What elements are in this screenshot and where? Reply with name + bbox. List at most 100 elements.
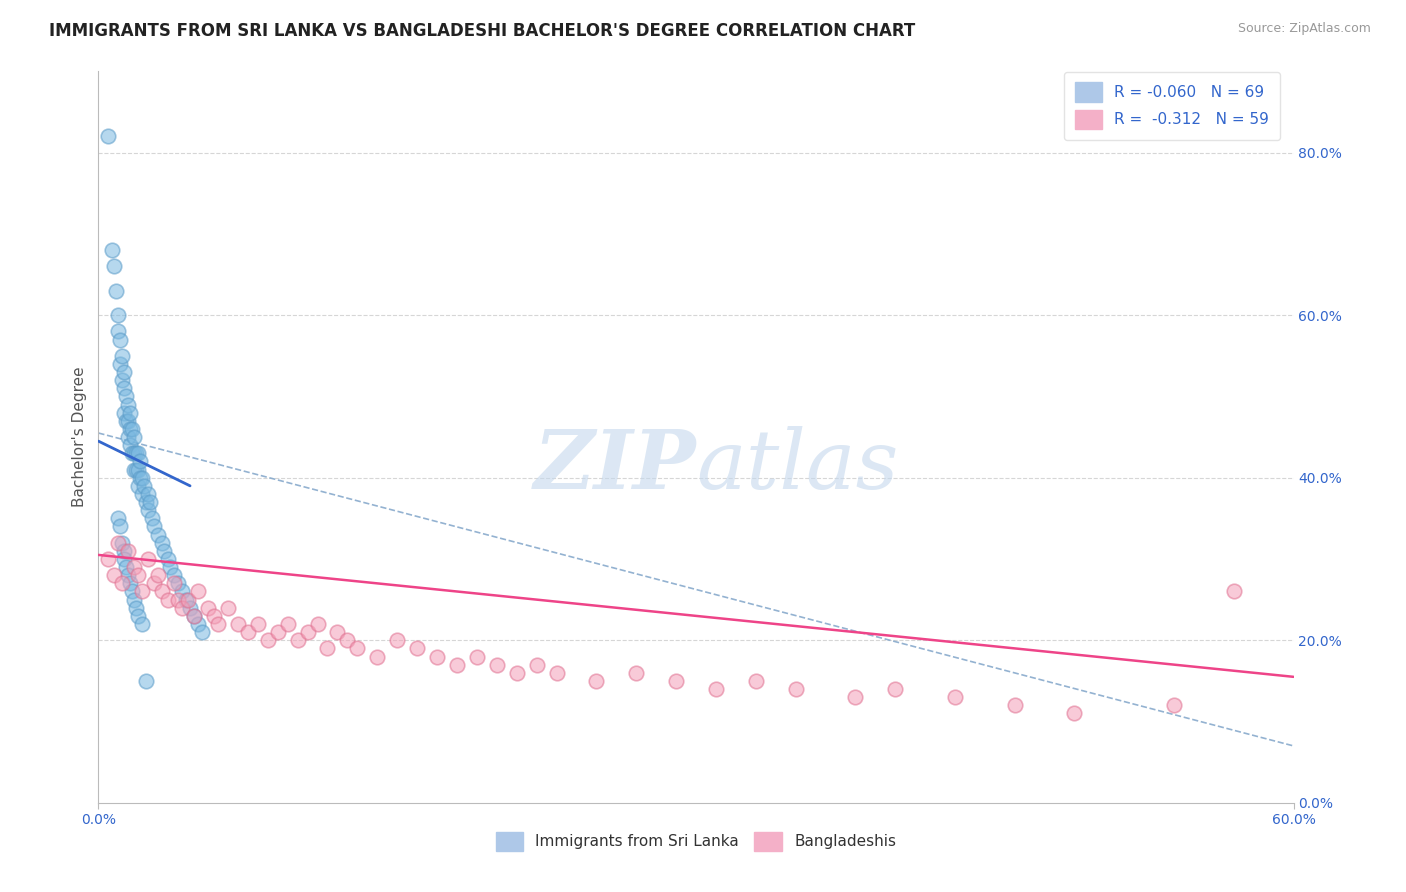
Point	[174, 592, 197, 607]
Point	[665, 673, 688, 688]
Point	[159, 560, 181, 574]
Point	[704, 681, 727, 696]
Point	[125, 462, 148, 476]
Point	[129, 454, 152, 468]
Point	[120, 422, 142, 436]
Point	[125, 446, 148, 460]
Point	[426, 649, 449, 664]
Point	[385, 633, 409, 648]
Point	[157, 552, 180, 566]
Point	[111, 535, 134, 549]
Text: Source: ZipAtlas.com: Source: ZipAtlas.com	[1237, 22, 1371, 36]
Point	[110, 333, 132, 347]
Point	[745, 673, 768, 688]
Point	[121, 422, 143, 436]
Point	[135, 495, 157, 509]
Point	[97, 552, 120, 566]
Point	[506, 665, 529, 680]
Point	[112, 381, 135, 395]
Point	[297, 625, 319, 640]
Point	[124, 430, 146, 444]
Point	[177, 592, 200, 607]
Point	[1063, 706, 1085, 721]
Point	[626, 665, 648, 680]
Point	[124, 446, 146, 460]
Point	[115, 414, 138, 428]
Point	[585, 673, 607, 688]
Point	[485, 657, 508, 672]
Text: IMMIGRANTS FROM SRI LANKA VS BANGLADESHI BACHELOR'S DEGREE CORRELATION CHART: IMMIGRANTS FROM SRI LANKA VS BANGLADESHI…	[49, 22, 915, 40]
Point	[107, 325, 129, 339]
Point	[117, 414, 139, 428]
Point	[107, 511, 129, 525]
Point	[127, 462, 149, 476]
Point	[163, 568, 186, 582]
Point	[127, 479, 149, 493]
Point	[157, 592, 180, 607]
Point	[124, 592, 146, 607]
Point	[124, 462, 146, 476]
Point	[197, 600, 219, 615]
Point	[112, 365, 135, 379]
Point	[136, 503, 159, 517]
Point	[336, 633, 359, 648]
Point	[267, 625, 290, 640]
Text: atlas: atlas	[696, 426, 898, 507]
Point	[101, 243, 124, 257]
Point	[107, 308, 129, 322]
Point	[124, 560, 146, 574]
Point	[139, 495, 162, 509]
Point	[150, 584, 173, 599]
Point	[183, 608, 205, 623]
Point	[406, 641, 429, 656]
Point	[120, 438, 142, 452]
Point	[187, 617, 209, 632]
Point	[316, 641, 339, 656]
Point	[135, 673, 157, 688]
Point	[546, 665, 568, 680]
Point	[148, 527, 170, 541]
Point	[1004, 698, 1026, 713]
Point	[141, 511, 163, 525]
Point	[136, 552, 159, 566]
Point	[307, 617, 329, 632]
Point	[172, 584, 194, 599]
Point	[120, 576, 142, 591]
Point	[785, 681, 807, 696]
Point	[150, 535, 173, 549]
Point	[115, 389, 138, 403]
Point	[103, 260, 125, 274]
Point	[117, 544, 139, 558]
Point	[217, 600, 239, 615]
Point	[143, 519, 166, 533]
Point	[125, 600, 148, 615]
Point	[287, 633, 309, 648]
Point	[134, 479, 156, 493]
Point	[1163, 698, 1185, 713]
Point	[446, 657, 468, 672]
Point	[226, 617, 249, 632]
Point	[117, 430, 139, 444]
Point	[111, 349, 134, 363]
Point	[346, 641, 368, 656]
Y-axis label: Bachelor's Degree: Bachelor's Degree	[72, 367, 87, 508]
Point	[326, 625, 349, 640]
Point	[207, 617, 229, 632]
Point	[884, 681, 907, 696]
Point	[105, 284, 128, 298]
Point	[121, 584, 143, 599]
Point	[117, 568, 139, 582]
Point	[202, 608, 225, 623]
Point	[97, 129, 120, 144]
Point	[172, 600, 194, 615]
Point	[112, 544, 135, 558]
Legend: Immigrants from Sri Lanka, Bangladeshis: Immigrants from Sri Lanka, Bangladeshis	[489, 825, 903, 857]
Point	[110, 357, 132, 371]
Text: ZIP: ZIP	[533, 426, 696, 507]
Point	[127, 568, 149, 582]
Point	[187, 584, 209, 599]
Point	[246, 617, 269, 632]
Point	[179, 600, 201, 615]
Point	[366, 649, 388, 664]
Point	[121, 446, 143, 460]
